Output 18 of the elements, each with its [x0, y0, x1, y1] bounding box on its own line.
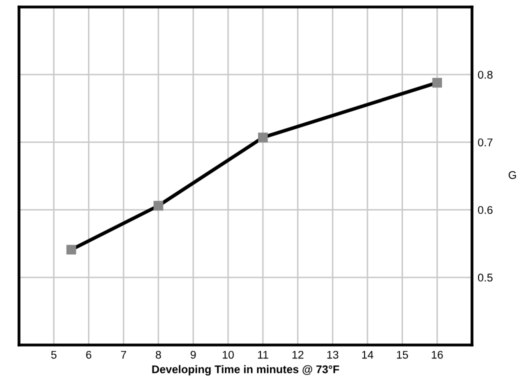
x-tick-label: 5	[51, 350, 56, 359]
x-axis-title: Developing Time in minutes @ 73°F	[152, 365, 340, 376]
x-tick-label: 7	[121, 350, 126, 359]
x-tick-label: 11	[258, 350, 268, 359]
x-tick-label: 12	[292, 350, 304, 359]
y-tick-label: 0.7	[478, 138, 492, 146]
y-tick-label: 0.8	[478, 70, 493, 79]
y-tick-label: 0.6	[478, 206, 493, 214]
y-axis-title: G	[508, 171, 516, 179]
y-tick-label: 0.5	[478, 274, 493, 282]
x-tick-label: 14	[362, 350, 374, 359]
x-tick-label: 16	[432, 350, 443, 359]
x-tick-label: 9	[190, 350, 196, 359]
x-tick-label: 13	[327, 350, 338, 359]
x-tick-label: 8	[156, 350, 161, 359]
x-tick-label: 6	[86, 350, 92, 359]
x-tick-label: 15	[396, 350, 408, 359]
x-tick-label: 10	[222, 350, 234, 359]
